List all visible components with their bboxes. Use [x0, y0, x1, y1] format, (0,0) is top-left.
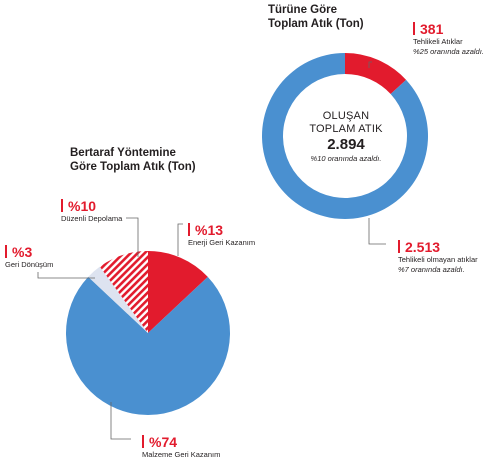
donut-center-value: 2.894	[327, 136, 365, 153]
callout-tehlikeli-olmayan-value: 2.513	[405, 239, 441, 255]
callout-geri-donusum: %3 Geri Dönüşüm	[5, 244, 53, 270]
callout-tehlikeli-label: Tehlikeli Atıklar	[413, 37, 463, 46]
leader-line-duzenli	[126, 217, 139, 257]
leader-line-malzeme	[110, 402, 131, 440]
callout-malzeme-value: %74	[149, 434, 178, 450]
leader-line-tehlikeli	[368, 61, 372, 68]
pie-chart-title: Bertaraf Yöntemine Göre Toplam Atık (Ton…	[70, 147, 196, 173]
callout-tehlikeli-olmayan-note: %7 oranında azaldı.	[398, 265, 465, 274]
callout-tehlikeli-note: %25 oranında azaldı.	[413, 47, 484, 56]
pie-slice-duzenli-depolama	[99, 251, 148, 333]
callout-enerji: %13 Enerji Geri Kazanım	[188, 222, 255, 248]
callout-geri-donusum-label: Geri Dönüşüm	[5, 260, 54, 269]
callout-malzeme: %74 Malzeme Geri Kazanım	[142, 434, 220, 460]
pie-slice-enerji-geri-kazanim	[148, 251, 208, 333]
callout-duzenli-depolama: %10 Düzenli Depolama	[61, 198, 122, 224]
callout-tehlikeli-value: 381	[420, 21, 444, 37]
leader-lines	[37, 61, 386, 440]
callout-tehlikeli-olmayan: 2.513 Tehlikeli olmayan atıklar %7 oranı…	[398, 239, 478, 275]
leader-line-geri-donusum	[37, 272, 95, 279]
donut-center-note: %10 oranında azaldı.	[310, 154, 382, 163]
pie-slice-malzeme-geri-kazanim	[65, 276, 230, 415]
callout-enerji-value: %13	[195, 222, 224, 238]
callout-geri-donusum-value: %3	[12, 244, 33, 260]
callout-tehlikeli: 381 Tehlikeli Atıklar %25 oranında azald…	[413, 21, 484, 57]
donut-center-label: OLUŞAN TOPLAM ATIK	[309, 110, 383, 135]
callout-malzeme-label: Malzeme Geri Kazanım	[142, 450, 221, 459]
donut-chart	[261, 53, 428, 219]
pie-slice-geri-donusum	[88, 266, 148, 333]
donut-chart-title: Türüne Göre Toplam Atık (Ton)	[268, 4, 364, 30]
callout-duzenli-depolama-value: %10	[68, 198, 97, 214]
donut-center: OLUŞAN TOPLAM ATIK 2.894 %10 oranında az…	[286, 110, 406, 164]
donut-slice-tehlikeli-atiklar	[345, 53, 407, 95]
callout-enerji-label: Enerji Geri Kazanım	[188, 238, 256, 247]
leader-line-tehlikeli-olmayan	[368, 218, 386, 245]
leader-line-enerji	[177, 223, 183, 256]
pie-chart	[65, 251, 230, 415]
callout-tehlikeli-olmayan-label: Tehlikeli olmayan atıklar	[398, 255, 478, 264]
callout-duzenli-depolama-label: Düzenli Depolama	[61, 214, 123, 223]
